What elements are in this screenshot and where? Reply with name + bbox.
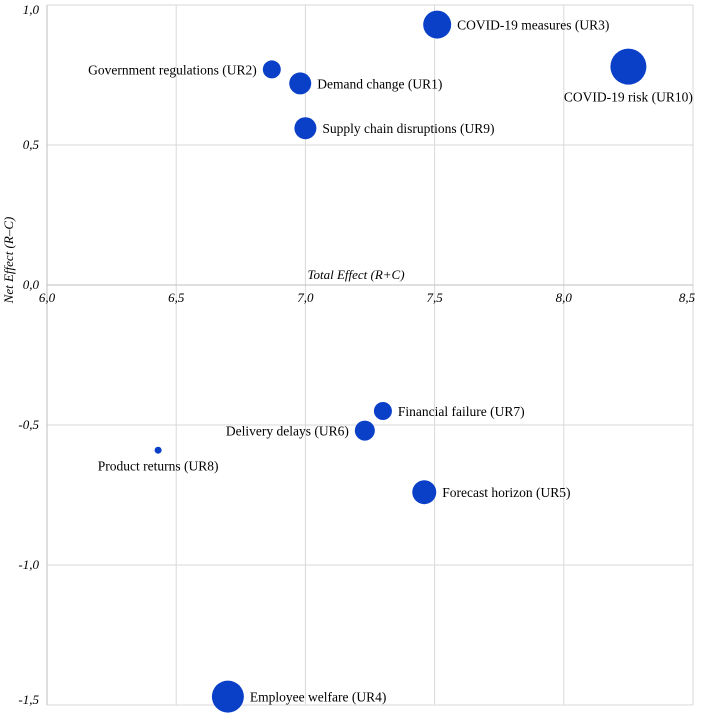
x-tick-label: 8,0	[556, 290, 573, 305]
bubble-label: COVID-19 measures (UR3)	[457, 18, 609, 33]
y-tick-label: -0,5	[18, 417, 39, 432]
bubble-label: COVID-19 risk (UR10)	[564, 90, 693, 105]
x-tick-label: 7,5	[426, 290, 443, 305]
y-tick-label: -1,0	[18, 557, 39, 572]
bubble-point	[354, 420, 375, 441]
x-tick-label: 6,5	[168, 290, 185, 305]
bubble-point	[211, 680, 244, 713]
x-axis-title: Total Effect (R+C)	[307, 267, 404, 282]
bubble-label: Delivery delays (UR6)	[226, 424, 349, 439]
bubble-label: Forecast horizon (UR5)	[442, 485, 570, 500]
bubble-point	[412, 480, 437, 505]
point-labels: Government regulations (UR2) Demand chang…	[88, 18, 693, 705]
bubble-point	[423, 10, 452, 39]
bubble-point	[294, 117, 317, 140]
bubble-label: Supply chain disruptions (UR9)	[322, 121, 494, 136]
bubble-label: Government regulations (UR2)	[88, 62, 257, 77]
x-tick-label: 6,0	[39, 290, 56, 305]
y-tick-label: -1,5	[18, 692, 39, 707]
bubble-label: Demand change (UR1)	[317, 76, 442, 91]
data-points	[154, 10, 647, 713]
y-tick-label: 0,0	[23, 277, 40, 292]
tick-labels: 6,0 6,5 7,0 7,5 8,0 8,5 1,0 0,5 0,0 -0,5 -1,0 -1,5	[18, 2, 695, 707]
y-tick-label: 0,5	[23, 137, 40, 152]
bubble-point	[262, 60, 281, 79]
x-tick-label: 7,0	[297, 290, 314, 305]
bubble-point	[289, 72, 312, 95]
y-tick-label: 1,0	[23, 2, 40, 17]
y-axis-title: Net Effect (R–C)	[1, 217, 16, 305]
bubble-label: Employee welfare (UR4)	[250, 690, 386, 705]
bubble-point	[373, 402, 392, 420]
bubble-label: Product returns (UR8)	[98, 459, 219, 474]
axes	[46, 5, 693, 705]
bubble-point	[154, 446, 162, 454]
bubble-point	[610, 48, 647, 85]
x-tick-label: 8,5	[679, 290, 696, 305]
bubble-label: Financial failure (UR7)	[398, 404, 525, 419]
gridlines	[46, 4, 694, 706]
